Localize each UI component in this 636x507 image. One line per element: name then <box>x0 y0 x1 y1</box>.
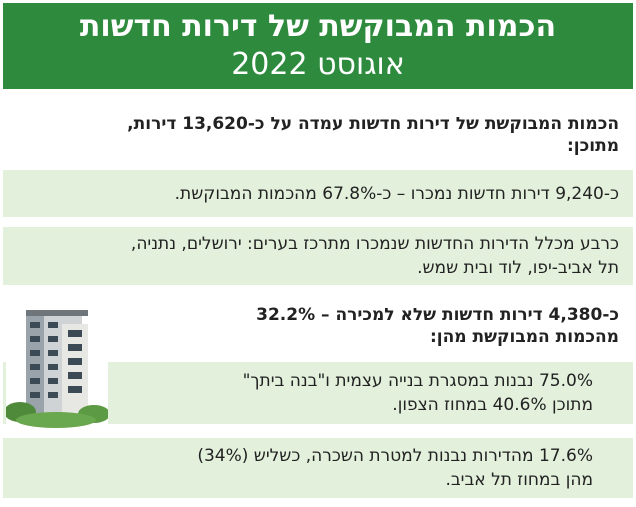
page-title: הכמות המבוקשת של דירות חדשות <box>79 9 557 44</box>
cities-line-2: תל אביב-יפו, לוד ובית שמש. <box>417 258 619 278</box>
sold-apartments-line: כ-9,240 דירות חדשות נמכרו – כ-67.8% מהכמ… <box>174 183 619 204</box>
summary-line-1: הכמות המבוקשת של דירות חדשות עמדה על כ-1… <box>127 114 619 134</box>
not-for-sale-block: כ-4,380 דירות חדשות שלא למכירה – 32.2% מ… <box>3 298 633 358</box>
summary-line-2: מתוכן: <box>566 136 619 156</box>
not-for-sale-line-1: כ-4,380 דירות חדשות שלא למכירה – 32.2% <box>256 305 619 325</box>
self-build-line-2: מתוכן 40.6% במחוז הצפון. <box>392 395 593 415</box>
self-build-line-1: 75.0% נבנות במסגרת בנייה עצמית ו"בנה בית… <box>242 371 593 391</box>
rental-block: 17.6% מהדירות נבנות למטרת השכרה, כשליש (… <box>3 438 633 498</box>
rental-line-1: 17.6% מהדירות נבנות למטרת השכרה, כשליש (… <box>197 446 593 466</box>
page-subtitle: אוגוסט 2022 <box>231 47 405 82</box>
cities-block: כרבע מכלל הדירות החדשות שנמכרו מתרכז בער… <box>3 227 633 285</box>
not-for-sale-line-2: מהכמות המבוקשת מהן: <box>429 327 619 347</box>
apartment-building-illustration <box>6 300 108 428</box>
cities-line-1: כרבע מכלל הדירות החדשות שנמכרו מתרכז בער… <box>130 234 619 254</box>
header-banner: הכמות המבוקשת של דירות חדשות אוגוסט 2022 <box>3 3 633 89</box>
summary-block: הכמות המבוקשת של דירות חדשות עמדה על כ-1… <box>3 109 633 159</box>
rental-line-2: מהן במחוז תל אביב. <box>445 470 593 490</box>
sold-apartments-block: כ-9,240 דירות חדשות נמכרו – כ-67.8% מהכמ… <box>3 170 633 217</box>
self-build-block: 75.0% נבנות במסגרת בנייה עצמית ו"בנה בית… <box>3 362 633 424</box>
